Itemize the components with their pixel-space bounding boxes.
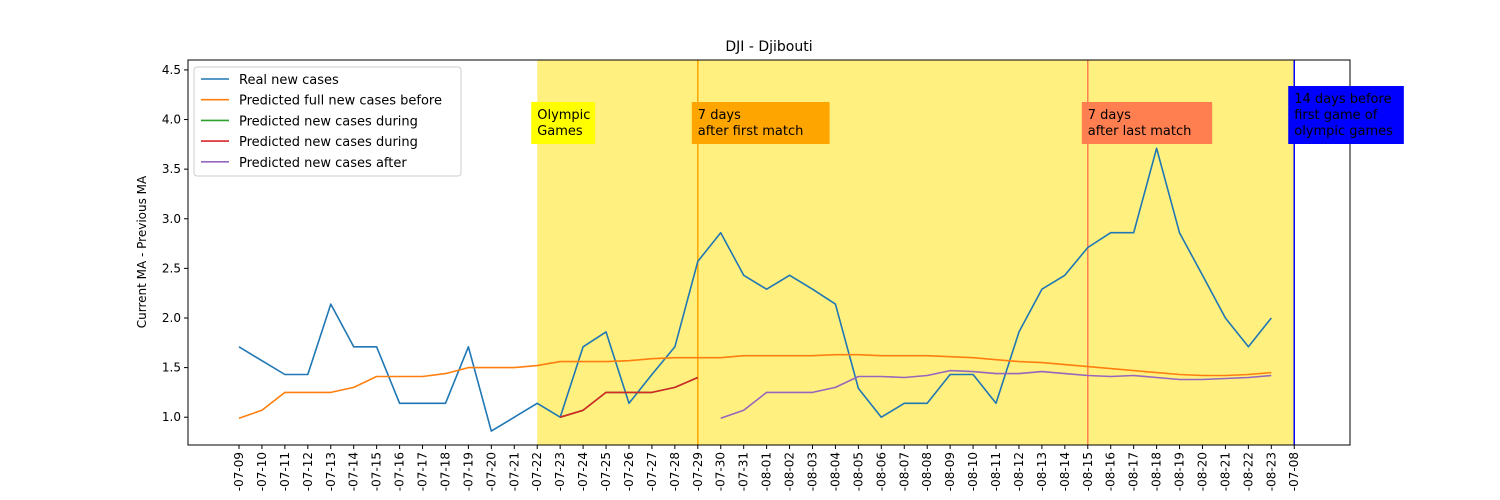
- annotation-text-0: Games: [537, 124, 583, 139]
- y-tick-label: 2.5: [162, 261, 181, 275]
- x-tick-label: -08-09: [943, 452, 957, 491]
- x-tick-label: -07-21: [507, 452, 521, 491]
- x-tick-label: -08-03: [806, 452, 820, 491]
- series-line-3-0: [559, 376, 699, 418]
- x-tick-label: -07-22: [530, 452, 544, 491]
- y-tick-label: 3.0: [162, 212, 181, 226]
- x-tick-label: -08-04: [828, 452, 842, 491]
- x-tick-label: -07-16: [393, 452, 407, 491]
- legend-label: Predicted new cases after: [239, 156, 407, 171]
- legend-label: Predicted new cases during: [239, 114, 418, 129]
- x-tick-label: -08-07: [897, 452, 911, 491]
- x-tick-label: -07-29: [691, 452, 705, 491]
- annotation-text-3: first game of: [1294, 108, 1378, 123]
- x-tick-label: -08-02: [783, 452, 797, 491]
- x-tick-label: -08-20: [1195, 452, 1209, 491]
- annotation-text-2: 7 days: [1088, 108, 1131, 123]
- annotation-text-2: after last match: [1088, 124, 1192, 139]
- x-tick-label: -07-24: [576, 452, 590, 491]
- x-tick-label: -08-18: [1150, 452, 1164, 491]
- x-tick-label: -08-12: [1012, 452, 1026, 491]
- series-line-4-0: [720, 369, 1272, 419]
- x-tick-label: -07-26: [622, 452, 636, 491]
- x-tick-label: -07-15: [370, 452, 384, 491]
- annotation-text-0: Olympic: [537, 108, 590, 123]
- x-tick-label: -08-11: [989, 452, 1003, 491]
- x-tick-label: -07-09: [232, 452, 246, 491]
- annotation-text-3: 14 days before: [1294, 92, 1391, 107]
- x-tick-label: -08-17: [1127, 452, 1141, 491]
- x-tick-label: -08-05: [851, 452, 865, 491]
- legend-label: Predicted full new cases before: [239, 94, 442, 109]
- x-tick-label: -08-22: [1241, 452, 1255, 491]
- legend-label: Predicted new cases during: [239, 135, 418, 150]
- x-tick-label: -07-11: [278, 452, 292, 491]
- y-tick-label: 4.0: [162, 113, 181, 127]
- plot-frame: [187, 59, 1351, 446]
- annotation-box-2: [1081, 102, 1213, 144]
- x-tick-label: -07-25: [599, 452, 613, 491]
- annotation-text-1: after first match: [698, 124, 804, 139]
- x-tick-label: -07-31: [737, 452, 751, 491]
- annotation-box-3: [1288, 86, 1404, 144]
- x-tick-label: -07-12: [301, 452, 315, 491]
- annotation-box-1: [691, 102, 830, 144]
- x-tick-label: -08-06: [874, 452, 888, 491]
- x-tick-label: -07-13: [324, 452, 338, 491]
- legend-label: Real new cases: [239, 73, 339, 88]
- legend-box: [193, 66, 462, 177]
- x-tick-label: -07-08: [1287, 452, 1301, 491]
- x-tick-label: -07-23: [553, 452, 567, 491]
- y-tick-label: 2.0: [162, 311, 181, 325]
- annotation-box-0: [531, 102, 596, 144]
- x-tick-label: -08-08: [920, 452, 934, 491]
- x-tick-label: -07-18: [438, 452, 452, 491]
- annotation-text-1: 7 days: [698, 108, 741, 123]
- x-tick-label: -07-14: [347, 452, 361, 491]
- x-tick-label: -07-20: [484, 452, 498, 491]
- x-tick-label: -08-14: [1058, 452, 1072, 491]
- x-tick-label: -08-21: [1218, 452, 1232, 491]
- y-tick-label: 1.5: [162, 361, 181, 375]
- y-tick-label: 1.0: [162, 410, 181, 424]
- x-tick-label: -08-01: [760, 452, 774, 491]
- x-tick-label: -07-28: [668, 452, 682, 491]
- series-line-0-0: [238, 147, 1272, 432]
- x-tick-label: -08-19: [1173, 452, 1187, 491]
- x-tick-label: -08-10: [966, 452, 980, 491]
- y-axis-label: Current MA - Previous MA: [135, 175, 149, 328]
- x-tick-label: -07-27: [645, 452, 659, 491]
- chart-title: DJI - Djibouti: [725, 39, 812, 55]
- x-tick-label: -07-17: [416, 452, 430, 491]
- y-tick-label: 3.5: [162, 162, 181, 176]
- x-tick-label: -08-16: [1104, 452, 1118, 491]
- x-tick-label: -08-13: [1035, 452, 1049, 491]
- x-tick-label: -08-23: [1264, 452, 1278, 491]
- x-tick-label: -07-30: [714, 452, 728, 491]
- y-tick-label: 4.5: [162, 63, 181, 77]
- x-tick-label: -07-10: [255, 452, 269, 491]
- annotation-text-3: olympic games: [1294, 124, 1393, 139]
- series-line-1-0: [238, 353, 1272, 419]
- x-tick-label: -08-15: [1081, 452, 1095, 491]
- x-tick-label: -07-19: [461, 452, 475, 491]
